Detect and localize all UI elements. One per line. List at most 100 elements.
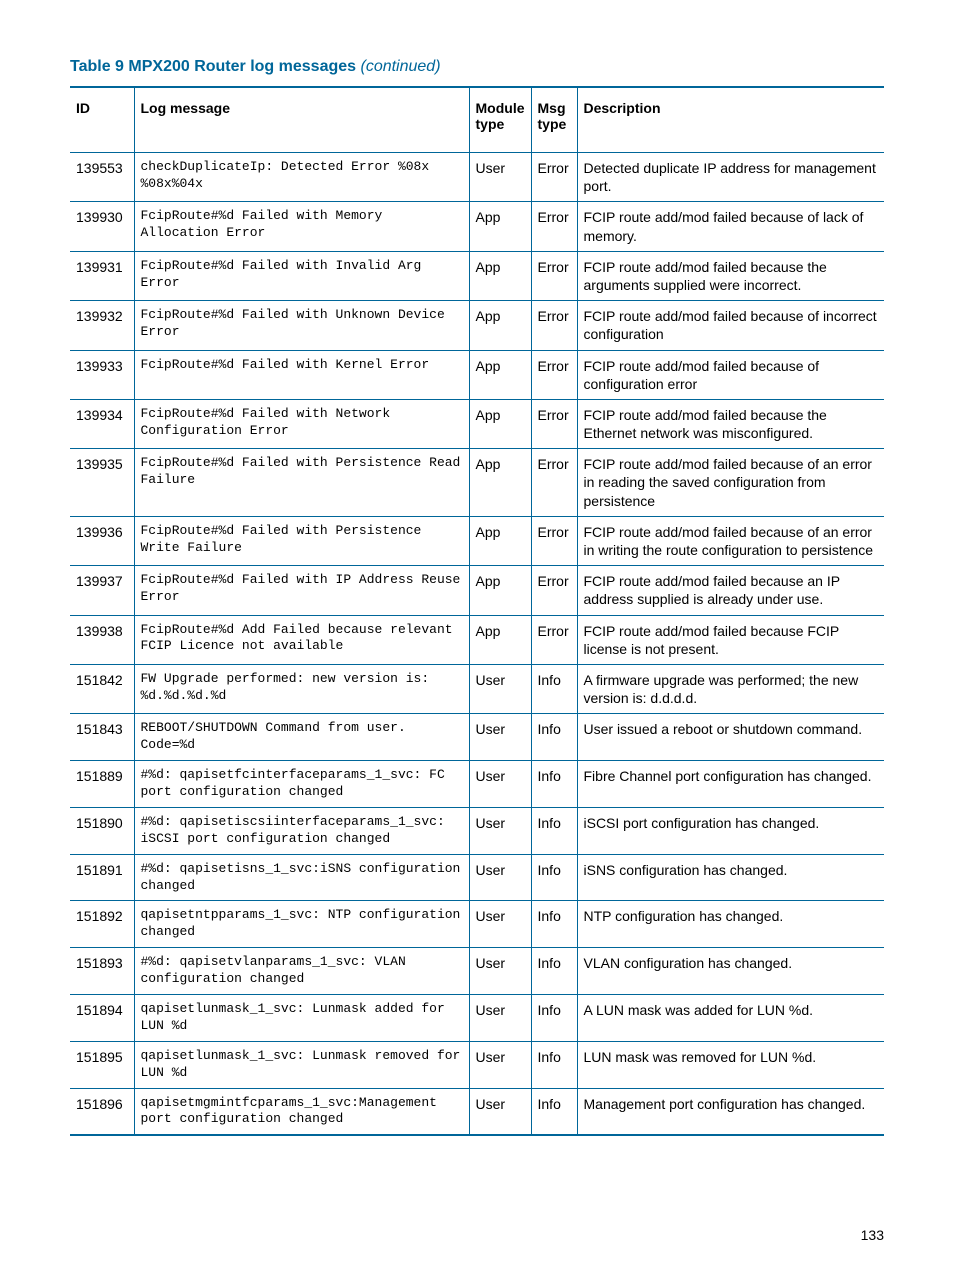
cell-module-type: User [469,714,531,761]
table-row: 151895qapisetlunmask_1_svc: Lunmask remo… [70,1041,884,1088]
cell-module-type: User [469,995,531,1042]
cell-description: FCIP route add/mod failed because the ar… [577,251,884,300]
table-row: 151891#%d: qapisetisns_1_svc:iSNS config… [70,854,884,901]
cell-msg-type: Error [531,399,577,448]
table-row: 139932FcipRoute#%d Failed with Unknown D… [70,301,884,350]
cell-description: A firmware upgrade was performed; the ne… [577,664,884,713]
cell-msg-type: Error [531,566,577,615]
cell-module-type: User [469,901,531,948]
cell-log-message: #%d: qapisetvlanparams_1_svc: VLAN confi… [134,948,469,995]
cell-log-message: qapisetlunmask_1_svc: Lunmask added for … [134,995,469,1042]
cell-msg-type: Info [531,761,577,808]
table-row: 139934FcipRoute#%d Failed with Network C… [70,399,884,448]
cell-module-type: User [469,153,531,202]
cell-id: 151893 [70,948,134,995]
cell-id: 151895 [70,1041,134,1088]
cell-log-message: FW Upgrade performed: new version is: %d… [134,664,469,713]
cell-log-message: qapisetmgmintfcparams_1_svc:Management p… [134,1088,469,1135]
cell-msg-type: Info [531,664,577,713]
table-row: 139937FcipRoute#%d Failed with IP Addres… [70,566,884,615]
cell-log-message: FcipRoute#%d Failed with Kernel Error [134,350,469,399]
cell-description: Fibre Channel port configuration has cha… [577,761,884,808]
log-messages-table: ID Log message Module type Msg type Desc… [70,86,884,1136]
cell-id: 151892 [70,901,134,948]
cell-module-type: App [469,516,531,565]
col-header-msg: Msg type [531,87,577,153]
cell-module-type: App [469,399,531,448]
cell-description: iSCSI port configuration has changed. [577,807,884,854]
cell-log-message: qapisetlunmask_1_svc: Lunmask removed fo… [134,1041,469,1088]
cell-module-type: User [469,948,531,995]
cell-log-message: FcipRoute#%d Failed with Unknown Device … [134,301,469,350]
cell-id: 151843 [70,714,134,761]
cell-log-message: FcipRoute#%d Failed with Persistence Rea… [134,449,469,517]
table-row: 139938FcipRoute#%d Add Failed because re… [70,615,884,664]
cell-description: Detected duplicate IP address for manage… [577,153,884,202]
cell-log-message: qapisetntpparams_1_svc: NTP configuratio… [134,901,469,948]
cell-msg-type: Info [531,1041,577,1088]
cell-module-type: User [469,664,531,713]
cell-description: VLAN configuration has changed. [577,948,884,995]
col-header-id: ID [70,87,134,153]
cell-description: FCIP route add/mod failed because of an … [577,449,884,517]
table-row: 151894qapisetlunmask_1_svc: Lunmask adde… [70,995,884,1042]
cell-msg-type: Info [531,995,577,1042]
table-body: 139553checkDuplicateIp: Detected Error %… [70,153,884,1136]
cell-log-message: FcipRoute#%d Add Failed because relevant… [134,615,469,664]
cell-msg-type: Error [531,251,577,300]
cell-module-type: App [469,301,531,350]
table-row: 151890#%d: qapisetiscsiinterfaceparams_1… [70,807,884,854]
table-row: 151893#%d: qapisetvlanparams_1_svc: VLAN… [70,948,884,995]
cell-log-message: FcipRoute#%d Failed with IP Address Reus… [134,566,469,615]
cell-module-type: App [469,251,531,300]
cell-log-message: checkDuplicateIp: Detected Error %08x %0… [134,153,469,202]
cell-description: FCIP route add/mod failed because of lac… [577,202,884,251]
cell-msg-type: Info [531,1088,577,1135]
cell-module-type: User [469,761,531,808]
cell-module-type: App [469,350,531,399]
cell-id: 139934 [70,399,134,448]
cell-id: 139553 [70,153,134,202]
page-number: 133 [861,1227,884,1243]
cell-msg-type: Info [531,714,577,761]
table-row: 139931FcipRoute#%d Failed with Invalid A… [70,251,884,300]
cell-description: FCIP route add/mod failed because of an … [577,516,884,565]
cell-log-message: FcipRoute#%d Failed with Invalid Arg Err… [134,251,469,300]
cell-module-type: User [469,807,531,854]
table-caption-text: Table 9 MPX200 Router log messages [70,58,360,75]
cell-id: 139932 [70,301,134,350]
cell-id: 139936 [70,516,134,565]
document-page: Table 9 MPX200 Router log messages (cont… [0,0,954,1271]
cell-description: NTP configuration has changed. [577,901,884,948]
table-row: 139930FcipRoute#%d Failed with Memory Al… [70,202,884,251]
cell-module-type: User [469,854,531,901]
cell-log-message: FcipRoute#%d Failed with Network Configu… [134,399,469,448]
cell-msg-type: Info [531,854,577,901]
cell-module-type: App [469,615,531,664]
cell-msg-type: Error [531,350,577,399]
cell-msg-type: Info [531,948,577,995]
cell-description: A LUN mask was added for LUN %d. [577,995,884,1042]
cell-module-type: User [469,1041,531,1088]
cell-id: 151894 [70,995,134,1042]
cell-log-message: #%d: qapisetfcinterfaceparams_1_svc: FC … [134,761,469,808]
cell-module-type: App [469,449,531,517]
table-row: 151889#%d: qapisetfcinterfaceparams_1_sv… [70,761,884,808]
cell-id: 139935 [70,449,134,517]
table-caption-continued: (continued) [360,58,440,75]
cell-module-type: User [469,1088,531,1135]
table-row: 151896qapisetmgmintfcparams_1_svc:Manage… [70,1088,884,1135]
cell-id: 151842 [70,664,134,713]
cell-module-type: App [469,202,531,251]
col-header-module: Module type [469,87,531,153]
table-row: 139933FcipRoute#%d Failed with Kernel Er… [70,350,884,399]
cell-description: LUN mask was removed for LUN %d. [577,1041,884,1088]
cell-msg-type: Error [531,615,577,664]
cell-description: User issued a reboot or shutdown command… [577,714,884,761]
col-header-log: Log message [134,87,469,153]
cell-description: FCIP route add/mod failed because an IP … [577,566,884,615]
col-header-desc: Description [577,87,884,153]
table-row: 151843REBOOT/SHUTDOWN Command from user.… [70,714,884,761]
table-header-row: ID Log message Module type Msg type Desc… [70,87,884,153]
cell-id: 151890 [70,807,134,854]
